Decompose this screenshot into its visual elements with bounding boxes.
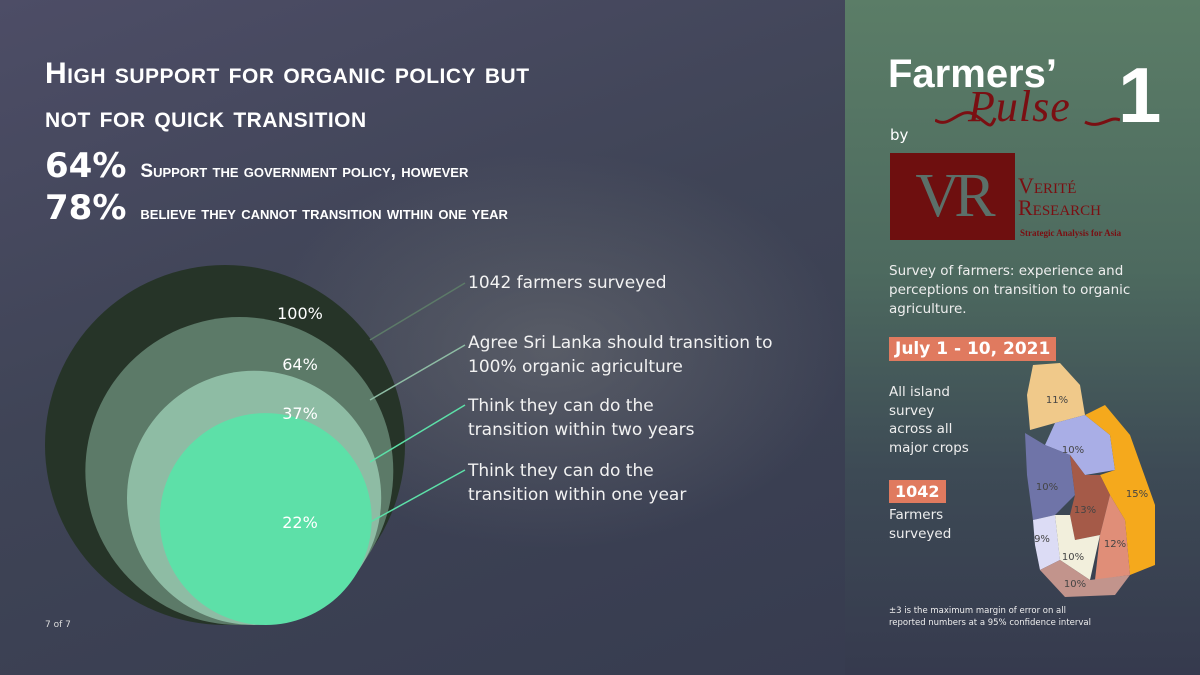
map-region-label: 11% [1046, 395, 1068, 406]
survey-description: Survey of farmers: experience and percep… [889, 263, 1131, 317]
count-label-line: Farmers [889, 507, 944, 523]
page-number: 7 of 7 [45, 620, 71, 630]
coverage-line: across all [889, 421, 953, 437]
date-badge: July 1 - 10, 2021 [889, 337, 1057, 361]
circle-22% [159, 413, 372, 625]
map-region-label: 12% [1104, 539, 1126, 550]
map-region [1055, 515, 1100, 580]
stat-text: Support the government policy, however [140, 161, 469, 182]
count-label-line: surveyed [889, 525, 952, 542]
nested-circle-chart: 100% 64% 37% 22% [45, 265, 466, 625]
org-line-1: Verité [1018, 173, 1077, 198]
data-label: 37% [282, 404, 318, 423]
map-region [1045, 415, 1115, 475]
title-line-2: not for quick transition [45, 101, 367, 134]
pulse-script-swash [935, 111, 1120, 127]
map-region-label: 10% [1062, 445, 1084, 456]
coverage-line: All island [889, 384, 950, 400]
brand-name: Farmers’ [888, 52, 1057, 96]
edition-number: 1 [1118, 51, 1162, 139]
data-label: 22% [282, 513, 318, 532]
leader-line [369, 282, 466, 341]
stat-cannot: 78% believe they cannot transition within… [45, 188, 508, 228]
footnote: ±3 is the maximum margin of error on all… [889, 605, 1091, 629]
footnote-line: reported numbers at a 95% confidence int… [889, 618, 1091, 628]
count-label: Farmers surveyed [889, 506, 951, 543]
desc-label-1: Agree Sri Lanka should transition to 100… [468, 333, 773, 377]
verite-logo: VR [890, 153, 1015, 240]
map-region-label: 15% [1126, 489, 1148, 500]
data-label: 64% [282, 355, 318, 374]
org-tagline: Strategic Analysis for Asia [1020, 228, 1122, 238]
map-region [1040, 560, 1130, 597]
desc-label-2: Think they can do the transition within … [468, 396, 695, 440]
stat-support: 64% Support the government policy, howeve… [45, 146, 468, 186]
title-line-1: High support for organic policy but [45, 57, 530, 90]
map-region-label: 10% [1062, 552, 1084, 563]
org-line-2: Research [1018, 195, 1102, 220]
coverage-line: survey [889, 402, 935, 419]
map-region [1085, 405, 1155, 575]
stat-value: 78% [45, 188, 127, 228]
map-region-label: 13% [1074, 505, 1096, 516]
footnote-line: ±3 is the maximum margin of error on all [889, 606, 1066, 616]
leader-line [369, 404, 466, 463]
pulse-script-logo: Pulse [968, 82, 1071, 131]
org-name: Verité Research [1018, 175, 1101, 219]
map-region-label: 10% [1064, 579, 1086, 590]
stat-value: 64% [45, 146, 127, 186]
map-region [1095, 495, 1130, 580]
by-label: by [890, 126, 909, 144]
leader-line [364, 469, 466, 526]
stat-text: believe they cannot transition within on… [140, 203, 508, 224]
map-region [1070, 455, 1110, 540]
desc-label-0: 1042 farmers surveyed [468, 273, 667, 293]
desc-label-3: Think they can do the transition within … [468, 461, 687, 505]
leader-line [369, 344, 466, 401]
sri-lanka-map: 11% 10% 10% 15% 13% 9% 10% 12% 10% [1025, 363, 1155, 597]
count-badge: 1042 [889, 480, 946, 503]
coverage-line: major crops [889, 439, 969, 456]
page-title: High support for organic policy but not … [45, 52, 530, 140]
map-region [1027, 363, 1085, 430]
map-region [1025, 433, 1075, 520]
coverage-text: All island survey across all major crops [889, 383, 969, 457]
map-region-label: 9% [1034, 534, 1050, 545]
data-label: 100% [277, 304, 323, 323]
map-region-label: 10% [1036, 482, 1058, 493]
map-region [1033, 515, 1060, 570]
